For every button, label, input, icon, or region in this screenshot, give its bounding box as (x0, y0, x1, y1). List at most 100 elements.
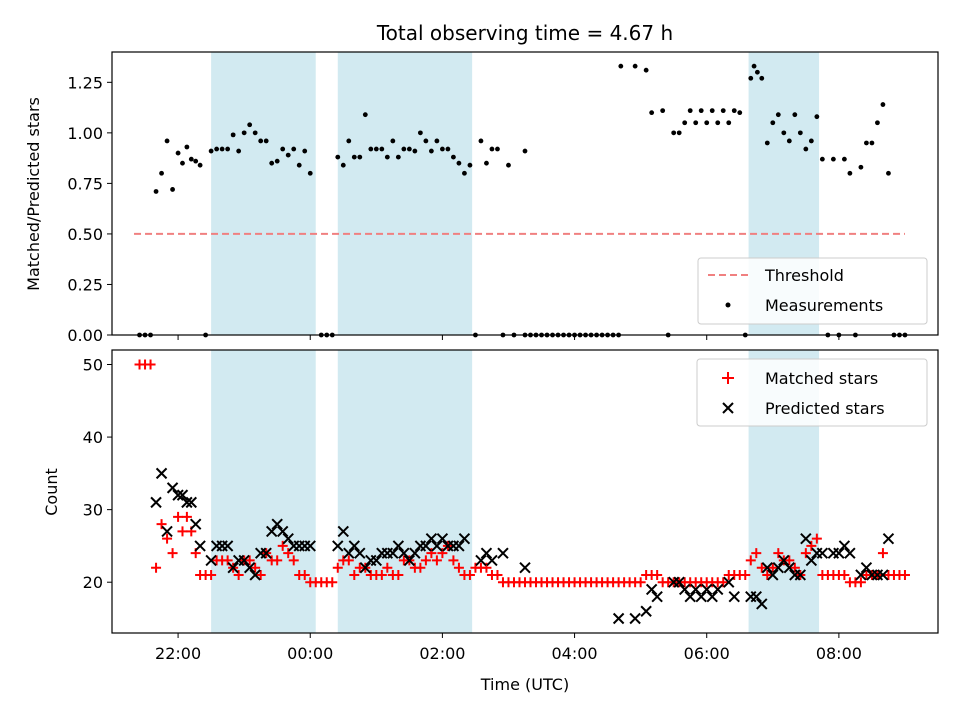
measurement-point (495, 146, 500, 152)
predicted-star-point (425, 532, 438, 545)
x-tick-label: 02:00 (419, 644, 465, 663)
predicted-star-point (844, 547, 856, 559)
measurement-point (726, 120, 732, 126)
measurement-point (792, 112, 798, 118)
measurement-point (671, 130, 677, 136)
matched-star-point (453, 562, 464, 573)
matched-star-point (855, 577, 866, 588)
measurement-point (180, 160, 185, 166)
bottom-y-axis-label: Count (42, 468, 61, 516)
measurement-point (379, 146, 385, 152)
measurement-point (184, 144, 190, 150)
measurement-point (307, 170, 313, 176)
predicted-star-point (387, 547, 399, 559)
measurement-point (263, 138, 269, 144)
matched-star-point (806, 540, 817, 551)
predicted-star-point (723, 576, 735, 588)
predicted-star-point (194, 540, 206, 552)
measurement-point (412, 148, 418, 154)
matched-star-point (492, 569, 503, 580)
predicted-star-point (794, 569, 807, 581)
predicted-star-point (497, 547, 509, 559)
predicted-star-point (778, 554, 790, 567)
matched-star-point (167, 548, 178, 559)
measurement-point (869, 140, 875, 146)
predicted-star-point (343, 547, 355, 559)
matched-star-point (250, 562, 261, 573)
bottom-panel-shaded-regions (211, 350, 820, 633)
measurement-point (715, 120, 721, 126)
shaded-region (337, 52, 473, 335)
predicted-star-point (420, 540, 432, 552)
measurement-point (808, 138, 814, 144)
predicted-star-point (712, 583, 724, 596)
measurement-point (632, 63, 638, 69)
matched-star-point (177, 526, 188, 537)
measurement-point (467, 162, 473, 168)
measurement-point (858, 164, 864, 170)
measurement-point (230, 132, 236, 138)
matched-star-point (811, 533, 822, 544)
legend-matched-swatch (722, 372, 734, 384)
measurement-point (847, 170, 853, 176)
matched-star-point (839, 569, 850, 580)
measurement-point (406, 146, 412, 152)
y-tick-label: 20 (83, 573, 103, 592)
measurement-point (841, 156, 847, 162)
predicted-star-point (243, 561, 256, 574)
predicted-star-point (645, 583, 658, 596)
predicted-star-point (260, 547, 272, 559)
predicted-star-point (800, 532, 812, 545)
matched-star-point (751, 548, 762, 559)
matched-star-point (481, 562, 492, 573)
matched-star-point (272, 555, 283, 566)
x-tick-label: 06:00 (684, 644, 730, 663)
measurement-point (462, 170, 467, 176)
shaded-region (337, 350, 473, 633)
matched-star-point (800, 548, 811, 559)
matched-star-point (448, 555, 459, 566)
predicted-star-point (855, 569, 867, 581)
predicted-star-point (453, 540, 465, 552)
measurement-point (698, 108, 704, 114)
matched-star-point (327, 577, 338, 588)
predicted-star-point (750, 591, 762, 603)
bottom-panel-frame (111, 349, 939, 634)
legend-matched-label: Matched stars (765, 369, 878, 388)
predicted-star-point (354, 547, 366, 559)
measurement-point (770, 120, 776, 126)
matched-star-point (415, 562, 426, 573)
matched-star-point (244, 555, 255, 566)
measurement-point (451, 154, 456, 160)
predicted-star-point (480, 547, 493, 559)
predicted-star-point (189, 518, 202, 530)
predicted-star-point (475, 554, 487, 567)
predicted-star-point (673, 576, 685, 588)
measurement-point (693, 120, 699, 126)
predicted-star-point (370, 554, 383, 567)
measurement-point (285, 152, 291, 158)
measurement-point (660, 108, 666, 114)
legend-predicted-label: Predicted stars (765, 399, 885, 418)
top-panel-ticks: 0.00 0.25 0.50 0.75 1.00 1.25 (67, 73, 840, 345)
predicted-star-point (150, 496, 162, 509)
x-tick-label: 00:00 (287, 644, 333, 663)
measurement-point (830, 156, 836, 162)
y-tick-label: 30 (83, 501, 103, 520)
measurement-point (737, 110, 743, 116)
measurement-point (687, 108, 693, 114)
predicted-star-point (783, 561, 796, 574)
measurement-point (395, 154, 401, 160)
measurement-point (764, 140, 770, 146)
predicted-star-point (282, 532, 294, 545)
predicted-star-point (337, 525, 349, 538)
measurement-point (357, 154, 363, 160)
matched-star-point (718, 577, 729, 588)
predicted-star-point (882, 532, 895, 545)
measurement-point (258, 138, 264, 144)
measurement-point (274, 158, 280, 164)
shaded-region (211, 52, 316, 335)
matched-star-point (283, 548, 294, 559)
measurement-point (390, 138, 396, 144)
